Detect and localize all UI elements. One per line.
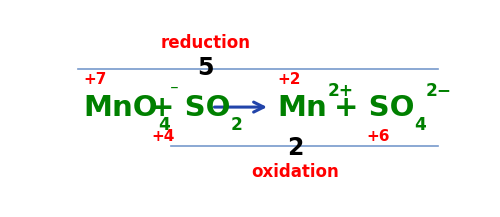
Text: + SO: + SO — [150, 94, 230, 122]
Text: ⁻: ⁻ — [170, 82, 179, 100]
Text: +6: +6 — [366, 129, 390, 144]
Text: 2: 2 — [230, 116, 242, 134]
Text: 4: 4 — [414, 116, 426, 134]
Text: MnO: MnO — [84, 94, 158, 122]
Text: +7: +7 — [84, 72, 107, 87]
Text: + SO: + SO — [334, 94, 414, 122]
Text: oxidation: oxidation — [251, 163, 339, 181]
Text: 2+: 2+ — [328, 82, 353, 100]
Text: 5: 5 — [198, 56, 214, 80]
Text: 2−: 2− — [426, 82, 452, 100]
Text: +2: +2 — [278, 72, 301, 87]
Text: +4: +4 — [152, 129, 175, 144]
Text: 4: 4 — [158, 116, 170, 134]
Text: reduction: reduction — [161, 34, 251, 52]
Text: Mn: Mn — [278, 94, 328, 122]
Text: 2: 2 — [287, 136, 303, 160]
